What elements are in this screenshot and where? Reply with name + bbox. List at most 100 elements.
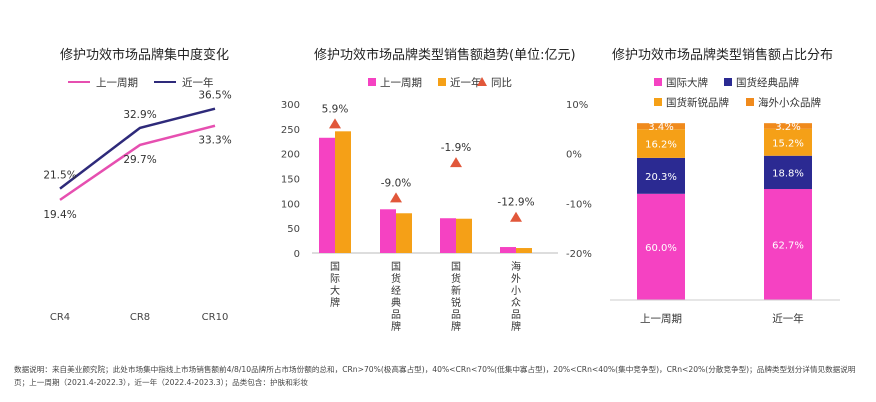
segment-label: 20.3% bbox=[645, 172, 677, 183]
stacked-bar-segment bbox=[637, 157, 685, 194]
y2-tick-label: 10% bbox=[566, 100, 588, 111]
legend-label: 同比 bbox=[491, 76, 512, 89]
x-tick-label: 典 bbox=[391, 296, 401, 309]
stacked-bar-segment bbox=[764, 155, 812, 190]
x-tick-label: CR8 bbox=[130, 312, 150, 323]
segment-label: 15.2% bbox=[772, 138, 804, 149]
growth-label: 5.9% bbox=[322, 103, 349, 115]
bar bbox=[456, 218, 472, 253]
concentration-line-chart: 上一周期 近一年 19.4% 29.7% 33.3% 21.5% 32.9% 36.5% CR4… bbox=[43, 76, 231, 323]
stacked-bar-segment bbox=[637, 193, 685, 300]
data-label: 21.5% bbox=[43, 170, 76, 182]
bar bbox=[516, 248, 532, 253]
legend-label: 近一年 bbox=[182, 76, 214, 89]
data-label: 36.5% bbox=[198, 90, 231, 102]
bar bbox=[396, 213, 412, 253]
y2-tick-label: 0% bbox=[566, 150, 582, 161]
stacked-bar-segment bbox=[637, 129, 685, 158]
x-tick-label: 近一年 bbox=[772, 312, 804, 325]
legend-label: 国货新锐品牌 bbox=[666, 96, 729, 109]
stacked-bar-segment bbox=[764, 128, 812, 156]
x-tick-label: 品 bbox=[451, 309, 461, 321]
x-tick-label: 牌 bbox=[451, 320, 461, 333]
legend-marker bbox=[477, 77, 487, 86]
legend-marker bbox=[654, 78, 662, 86]
legend-marker bbox=[724, 78, 732, 86]
legend-marker bbox=[746, 98, 754, 106]
legend-marker bbox=[438, 78, 446, 86]
x-tick-label: 国 bbox=[391, 261, 401, 273]
legend-label: 国际大牌 bbox=[666, 76, 708, 89]
legend-label: 近一年 bbox=[450, 76, 482, 89]
y-tick-label: 0 bbox=[294, 249, 300, 260]
growth-label: -9.0% bbox=[381, 177, 411, 189]
segment-label: 62.7% bbox=[772, 241, 804, 252]
bar bbox=[335, 131, 351, 253]
x-tick-label: 牌 bbox=[330, 296, 340, 309]
x-tick-label: CR10 bbox=[202, 312, 229, 323]
x-tick-label: 牌 bbox=[511, 320, 521, 333]
stacked-bar-segment bbox=[637, 123, 685, 130]
x-tick-label: 国 bbox=[330, 261, 340, 273]
x-tick-label: 国 bbox=[451, 261, 461, 273]
x-tick-label: 际 bbox=[330, 273, 340, 285]
y-tick-label: 50 bbox=[287, 224, 300, 235]
x-tick-label: 品 bbox=[391, 309, 401, 321]
growth-marker bbox=[390, 192, 402, 203]
x-tick-label: 小 bbox=[511, 285, 521, 297]
x-tick-label: CR4 bbox=[50, 312, 70, 323]
y-tick-label: 250 bbox=[281, 125, 300, 136]
stacked-bar-segment bbox=[764, 189, 812, 300]
growth-marker bbox=[329, 118, 341, 129]
chart-title-concentration: 修护功效市场品牌集中度变化 bbox=[60, 48, 230, 63]
data-label: 19.4% bbox=[43, 209, 76, 221]
x-tick-label: 海 bbox=[511, 260, 521, 273]
sales-trend-bar-chart: 上一周期 近一年 同比 300 250 200 150 100 50 0 10% 0% -10% -20%… bbox=[281, 76, 592, 333]
chart-title-sales-trend: 修护功效市场品牌类型销售额趋势(单位:亿元) bbox=[314, 48, 576, 63]
legend-marker bbox=[368, 78, 376, 86]
stacked-bar-segment bbox=[764, 123, 812, 129]
x-tick-label: 外 bbox=[511, 273, 521, 285]
y-tick-label: 200 bbox=[281, 150, 300, 161]
segment-label: 60.0% bbox=[645, 243, 677, 254]
segment-label: 18.8% bbox=[772, 168, 804, 179]
y-tick-label: 150 bbox=[281, 175, 300, 186]
legend-label: 上一周期 bbox=[380, 77, 422, 89]
bar bbox=[380, 209, 396, 253]
segment-label: 3.4% bbox=[648, 122, 673, 133]
growth-label: -1.9% bbox=[441, 142, 471, 154]
data-footnote: 数据说明：来自美业颜究院；此处市场集中指线上市场销售额前4/8/10品牌所占市场… bbox=[14, 365, 856, 387]
data-label: 32.9% bbox=[123, 109, 156, 121]
x-tick-label: 货 bbox=[451, 272, 461, 285]
x-tick-label: 货 bbox=[391, 272, 401, 285]
legend-label: 海外小众品牌 bbox=[758, 96, 821, 109]
data-label: 33.3% bbox=[198, 135, 231, 147]
x-tick-label: 经 bbox=[391, 284, 401, 297]
legend-marker bbox=[654, 98, 662, 106]
x-tick-label: 上一周期 bbox=[640, 313, 682, 325]
chart-title-share: 修护功效市场品牌类型销售额占比分布 bbox=[612, 48, 834, 63]
series-line bbox=[59, 107, 216, 190]
x-tick-label: 众 bbox=[511, 297, 521, 309]
x-tick-label: 品 bbox=[511, 309, 521, 321]
x-tick-label: 锐 bbox=[451, 296, 461, 309]
segment-label: 16.2% bbox=[645, 140, 677, 151]
y2-tick-label: -10% bbox=[566, 199, 592, 210]
x-tick-label: 大 bbox=[330, 284, 340, 297]
legend-label: 国货经典品牌 bbox=[736, 76, 799, 89]
segment-label: 3.2% bbox=[775, 122, 800, 133]
x-tick-label: 新 bbox=[451, 284, 461, 297]
series-line bbox=[59, 124, 216, 201]
growth-marker bbox=[450, 157, 462, 168]
growth-label: -12.9% bbox=[497, 197, 534, 209]
y-tick-label: 100 bbox=[281, 199, 300, 210]
data-label: 29.7% bbox=[123, 154, 156, 166]
growth-marker bbox=[510, 211, 522, 222]
x-tick-label: 牌 bbox=[391, 320, 401, 333]
y2-tick-label: -20% bbox=[566, 249, 592, 260]
bar bbox=[319, 137, 335, 253]
bar bbox=[440, 218, 456, 253]
bar bbox=[500, 247, 516, 253]
y-tick-label: 300 bbox=[281, 100, 300, 111]
